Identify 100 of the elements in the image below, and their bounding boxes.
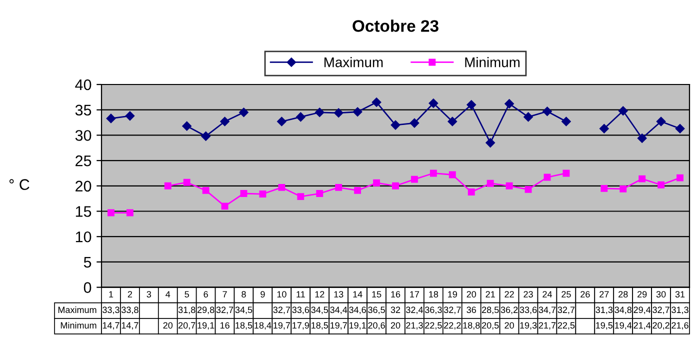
point: [316, 190, 324, 197]
x-tick-label: 6: [204, 291, 208, 298]
point: [334, 108, 344, 118]
data-label: 19,7: [330, 322, 347, 330]
point: [658, 181, 665, 188]
x-tick-label: 5: [184, 291, 189, 298]
point: [600, 184, 608, 192]
point: [504, 99, 514, 108]
x-tick-label: 13: [334, 291, 344, 298]
x-tick-label: 28: [618, 291, 628, 298]
point: [544, 174, 551, 181]
x-tick-label: 3: [146, 291, 152, 298]
data-label: 14,7: [122, 322, 138, 330]
data-label: 21,6: [672, 322, 688, 330]
data-label: 31,3: [596, 306, 613, 314]
point: [278, 184, 286, 191]
point: [506, 182, 513, 190]
data-label: 22,5: [425, 322, 442, 330]
x-tick-label: 10: [277, 291, 286, 298]
point: [486, 138, 495, 148]
point: [259, 190, 266, 198]
data-label: 18,8: [463, 322, 480, 330]
data-label: 19,1: [198, 322, 214, 330]
point: [202, 186, 210, 194]
point: [656, 116, 666, 126]
y-tick-label: 0: [84, 282, 92, 293]
data-label: 21,4: [634, 322, 651, 330]
point: [486, 180, 494, 187]
point: [410, 118, 420, 128]
data-label: 20,2: [652, 322, 670, 330]
point: [466, 100, 476, 110]
x-tick-label: 14: [353, 291, 362, 298]
point: [562, 170, 570, 177]
y-tick-label: 40: [75, 79, 92, 90]
data-label: 36,2: [500, 306, 518, 314]
y-tick-label: 5: [84, 256, 92, 268]
data-label: 28,5: [482, 306, 499, 314]
x-tick-label: 24: [542, 291, 552, 298]
point: [675, 124, 685, 134]
data-label: 32,7: [216, 306, 234, 314]
x-tick-label: 29: [638, 291, 647, 298]
text: Maximum: [58, 306, 96, 314]
data-label: 34,8: [614, 306, 632, 314]
x-tick-label: 26: [580, 291, 590, 298]
point: [354, 186, 362, 194]
point: [108, 209, 114, 216]
point: [296, 112, 306, 122]
y-tick-label: 25: [76, 155, 92, 166]
data-label: 36,5: [368, 306, 385, 314]
point: [183, 178, 190, 186]
x-tick-label: 23: [524, 291, 533, 298]
x-tick-label: 30: [656, 291, 666, 298]
point: [620, 185, 627, 192]
legend-label: Maximum: [324, 57, 383, 68]
data-label: 19,7: [274, 322, 290, 330]
data-label: 19,4: [615, 322, 632, 330]
point: [297, 193, 304, 200]
point: [430, 170, 437, 177]
data-label: 33,8: [122, 306, 138, 314]
y-tick-label: 15: [76, 206, 92, 217]
point: [164, 182, 172, 190]
x-tick-label: 9: [260, 291, 265, 298]
y-tick-label: 35: [75, 104, 92, 116]
data-label: 32,7: [273, 306, 290, 314]
data-label: 36: [466, 306, 476, 314]
point: [448, 171, 456, 178]
x-tick-label: 19: [448, 291, 457, 298]
data-label: 19,3: [520, 322, 537, 330]
data-label: 36,3: [424, 306, 442, 314]
data-label: 20,7: [178, 322, 196, 330]
x-tick-label: 15: [372, 291, 382, 298]
point: [618, 106, 628, 116]
point: [428, 98, 438, 108]
x-tick-label: 2: [128, 291, 132, 298]
legend-label: Minimum: [465, 57, 520, 68]
y-axis-title: ° C: [9, 179, 30, 190]
data-label: 33,6: [292, 306, 310, 314]
chart-title: Octobre 23: [352, 20, 438, 32]
data-label: 20: [390, 322, 400, 329]
data-label: 21,7: [538, 322, 556, 330]
x-tick-label: 4: [166, 291, 170, 298]
data-label: 20: [504, 322, 514, 329]
data-label: 18,5: [236, 322, 252, 330]
data-label: 33,6: [520, 306, 537, 314]
point: [562, 116, 571, 126]
data-label: 34,6: [349, 306, 366, 314]
data-label: 32,7: [444, 306, 461, 314]
point: [392, 182, 399, 190]
point: [637, 134, 647, 143]
point: [373, 179, 380, 186]
point: [542, 106, 552, 116]
data-label: 34,5: [311, 306, 328, 314]
data-label: 34,4: [330, 306, 348, 314]
data-label: 19,1: [349, 322, 366, 330]
data-label: 14,7: [102, 322, 120, 330]
data-label: 29,4: [634, 306, 651, 314]
data-label: 19,5: [596, 322, 613, 330]
data-label: 31,3: [672, 306, 688, 314]
point: [335, 184, 342, 191]
data-label: 16: [220, 322, 230, 329]
